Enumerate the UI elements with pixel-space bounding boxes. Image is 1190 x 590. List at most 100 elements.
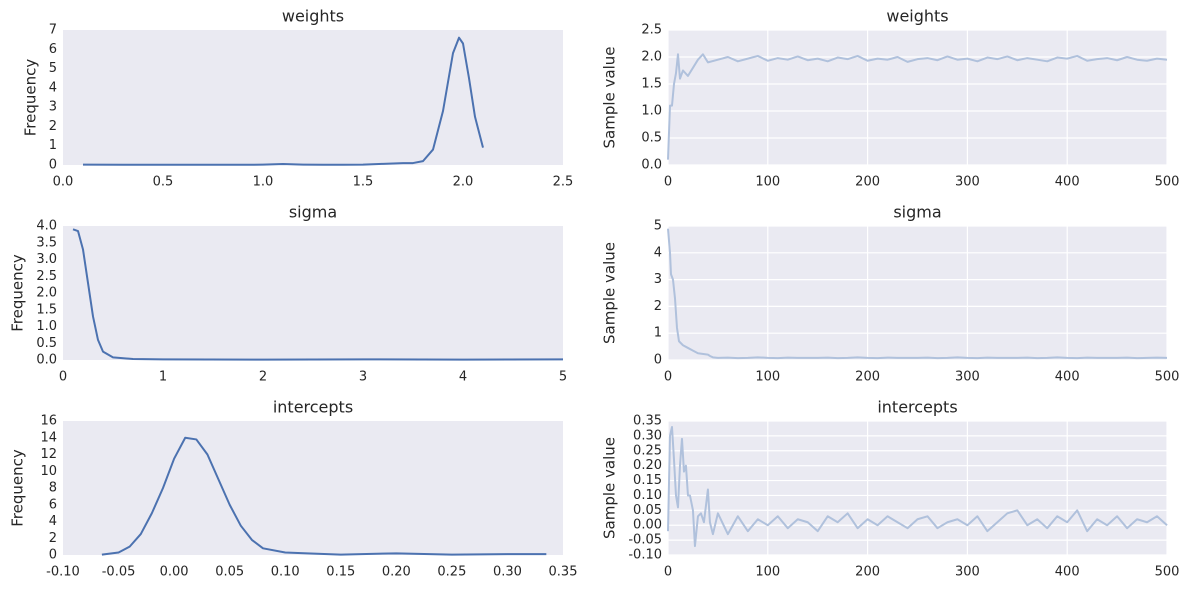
y-tick-label: 2.0 — [36, 286, 57, 301]
y-tick-label: 0.05 — [633, 503, 662, 518]
x-tick-label: 300 — [955, 565, 980, 580]
x-tick-label: 2.0 — [453, 175, 474, 190]
y-tick-label: 1.5 — [36, 302, 57, 317]
series-line — [72, 228, 564, 361]
y-axis-label: Frequency — [9, 254, 27, 332]
y-tick-label: 3 — [49, 100, 57, 115]
x-tick-label: 0.10 — [271, 565, 300, 580]
series-line — [82, 36, 484, 166]
subplot-title: sigma — [289, 203, 337, 222]
y-tick-label: 1 — [654, 326, 662, 341]
y-tick-label: 16 — [40, 414, 57, 429]
y-tick-label: 0.20 — [633, 458, 662, 473]
y-tick-label: -0.05 — [628, 533, 662, 548]
y-tick-label: 0.35 — [633, 414, 662, 429]
y-tick-label: 10 — [40, 464, 57, 479]
y-tick-label: 0 — [654, 353, 662, 368]
y-tick-label: 6 — [49, 42, 57, 57]
y-tick-label: 12 — [40, 447, 57, 462]
x-tick-label: 1.5 — [353, 175, 374, 190]
series-line — [101, 436, 547, 556]
plot-area — [668, 226, 1167, 360]
x-tick-label: 200 — [855, 175, 880, 190]
subplot-title: weights — [886, 7, 948, 26]
x-tick-label: 0 — [664, 175, 672, 190]
series-line — [667, 228, 1168, 360]
y-axis-label: Frequency — [22, 59, 40, 137]
y-tick-label: 7 — [49, 23, 57, 38]
x-tick-label: 0.30 — [493, 565, 522, 580]
x-tick-label: 100 — [755, 565, 780, 580]
y-tick-label: -0.10 — [628, 548, 662, 563]
y-axis-label: Sample value — [601, 242, 619, 344]
x-tick-label: 0.15 — [326, 565, 355, 580]
x-tick-label: 4 — [459, 370, 467, 385]
plot-area — [63, 421, 563, 555]
y-tick-label: 6 — [49, 497, 57, 512]
y-tick-label: 3.0 — [36, 252, 57, 267]
y-tick-label: 5 — [49, 61, 57, 76]
y-tick-label: 0.5 — [641, 131, 662, 146]
x-tick-label: 5 — [559, 370, 567, 385]
x-tick-label: 0.35 — [549, 565, 578, 580]
x-tick-label: 100 — [755, 370, 780, 385]
y-tick-label: 0.30 — [633, 428, 662, 443]
y-tick-label: 0.0 — [641, 158, 662, 173]
x-tick-label: 0.5 — [153, 175, 174, 190]
x-tick-label: 400 — [1055, 175, 1080, 190]
y-tick-label: 4 — [49, 514, 57, 529]
y-tick-label: 14 — [40, 430, 57, 445]
y-tick-label: 5 — [654, 219, 662, 234]
y-tick-label: 1.0 — [36, 319, 57, 334]
x-tick-label: 400 — [1055, 370, 1080, 385]
y-tick-label: 0.15 — [633, 473, 662, 488]
x-tick-label: -0.10 — [46, 565, 80, 580]
y-tick-label: 0 — [49, 158, 57, 173]
plot-area — [63, 30, 563, 165]
x-tick-label: 0.00 — [160, 565, 189, 580]
x-tick-label: 0 — [664, 565, 672, 580]
y-tick-label: 8 — [49, 481, 57, 496]
x-tick-label: 200 — [855, 565, 880, 580]
y-axis-label: Sample value — [601, 47, 619, 149]
x-tick-label: 400 — [1055, 565, 1080, 580]
y-tick-label: 0 — [49, 548, 57, 563]
y-tick-label: 3 — [654, 272, 662, 287]
subplot-title: sigma — [893, 203, 941, 222]
x-tick-label: 500 — [1155, 565, 1180, 580]
y-tick-label: 2 — [49, 119, 57, 134]
y-tick-label: 1.5 — [641, 77, 662, 92]
y-tick-label: 4 — [49, 80, 57, 95]
series-line — [667, 425, 1168, 548]
y-tick-label: 2 — [654, 299, 662, 314]
y-tick-label: 1.0 — [641, 104, 662, 119]
y-tick-label: 1 — [49, 138, 57, 153]
x-tick-label: 1 — [159, 370, 167, 385]
x-tick-label: 500 — [1155, 175, 1180, 190]
subplot-title: intercepts — [877, 398, 957, 417]
subplot-title: weights — [282, 7, 344, 26]
y-tick-label: 2.5 — [641, 23, 662, 38]
y-tick-label: 0.5 — [36, 336, 57, 351]
x-tick-label: 0 — [59, 370, 67, 385]
x-tick-label: -0.05 — [102, 565, 136, 580]
y-tick-label: 4 — [654, 245, 662, 260]
y-axis-label: Sample value — [601, 437, 619, 539]
x-tick-label: 300 — [955, 175, 980, 190]
x-tick-label: 0 — [664, 370, 672, 385]
y-tick-label: 0.25 — [633, 443, 662, 458]
y-axis-label: Frequency — [9, 449, 27, 527]
plot-area — [63, 226, 563, 360]
y-tick-label: 0.00 — [633, 518, 662, 533]
subplot-title: intercepts — [273, 398, 353, 417]
y-tick-label: 0.10 — [633, 488, 662, 503]
x-tick-label: 3 — [359, 370, 367, 385]
x-tick-label: 0.05 — [215, 565, 244, 580]
series-line — [667, 53, 1168, 160]
x-tick-label: 0.0 — [53, 175, 74, 190]
x-tick-label: 300 — [955, 370, 980, 385]
y-tick-label: 2.0 — [641, 50, 662, 65]
x-tick-label: 200 — [855, 370, 880, 385]
y-tick-label: 0.0 — [36, 353, 57, 368]
